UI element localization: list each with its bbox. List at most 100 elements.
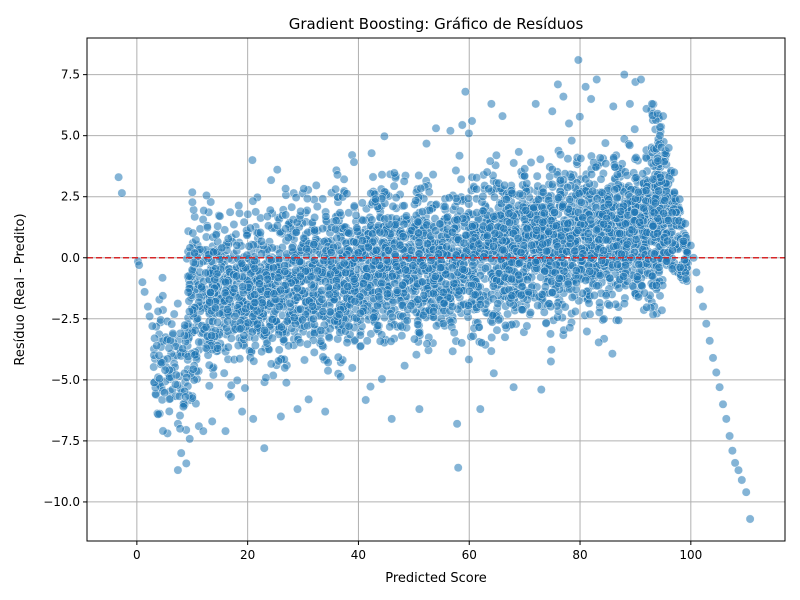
data-point <box>675 263 685 272</box>
data-point <box>309 314 318 324</box>
data-point <box>539 208 549 218</box>
data-point <box>211 230 221 240</box>
data-point <box>391 193 401 203</box>
y-tick-label: 7.5 <box>61 68 80 82</box>
data-point <box>399 219 409 229</box>
data-point <box>622 239 632 249</box>
data-point <box>414 404 424 414</box>
chart-title: Gradient Boosting: Gráfico de Resíduos <box>289 15 584 33</box>
data-point <box>526 158 536 167</box>
data-point <box>247 155 257 165</box>
data-point <box>556 231 566 241</box>
data-point <box>507 274 517 284</box>
data-point <box>635 217 645 227</box>
data-point <box>272 221 282 230</box>
data-point <box>599 219 609 229</box>
data-point <box>398 232 408 241</box>
data-point <box>586 215 596 225</box>
data-point <box>434 249 443 259</box>
data-point <box>464 355 474 364</box>
data-point <box>636 75 646 84</box>
data-point <box>428 170 438 180</box>
data-point <box>232 375 242 385</box>
data-point <box>610 185 620 195</box>
data-point <box>380 214 390 224</box>
data-point <box>447 227 457 237</box>
data-point <box>252 319 262 329</box>
data-point <box>658 111 668 121</box>
data-point <box>547 288 557 297</box>
data-point <box>459 238 469 248</box>
data-point <box>587 169 596 179</box>
data-point <box>255 279 264 289</box>
data-point <box>619 70 629 80</box>
data-point <box>377 170 387 180</box>
data-point <box>638 169 648 179</box>
data-point <box>291 227 301 237</box>
data-point <box>563 154 573 164</box>
data-point <box>428 306 438 316</box>
data-point <box>657 305 667 315</box>
data-point <box>280 363 290 373</box>
y-tick-label: −2.5 <box>51 312 80 326</box>
y-tick-label: −7.5 <box>51 434 80 448</box>
data-point <box>438 288 448 297</box>
data-point <box>648 221 658 231</box>
data-point <box>408 261 418 271</box>
data-point <box>522 275 532 285</box>
data-point <box>223 234 233 244</box>
data-point <box>554 193 563 203</box>
data-point <box>451 166 461 175</box>
data-point <box>213 343 222 353</box>
data-point <box>226 333 236 343</box>
data-point <box>455 151 464 161</box>
data-point <box>460 87 470 97</box>
data-point <box>388 201 398 211</box>
data-point <box>169 309 179 319</box>
data-point <box>353 248 363 258</box>
data-point <box>326 248 336 257</box>
data-point <box>413 217 423 227</box>
data-point <box>243 318 253 328</box>
data-point <box>734 465 743 475</box>
data-point <box>292 283 302 293</box>
data-point <box>173 465 183 475</box>
data-point <box>355 330 365 340</box>
data-point <box>573 55 583 65</box>
data-point <box>334 310 344 320</box>
data-point <box>379 131 389 141</box>
data-point <box>633 187 643 197</box>
data-point <box>601 235 611 245</box>
data-point <box>445 126 455 136</box>
data-point <box>634 292 643 302</box>
data-point <box>625 99 635 109</box>
data-point <box>522 321 532 331</box>
data-point <box>324 333 334 343</box>
data-point <box>296 206 306 216</box>
data-point <box>187 197 197 207</box>
data-point <box>267 315 277 324</box>
data-point <box>387 271 397 281</box>
data-point <box>585 309 595 319</box>
data-point <box>619 271 629 281</box>
data-point <box>293 404 302 414</box>
data-point <box>339 258 349 268</box>
data-point <box>629 207 639 217</box>
data-point <box>225 207 235 217</box>
data-point <box>504 209 514 218</box>
data-point <box>388 312 397 322</box>
data-point <box>648 271 657 281</box>
data-point <box>255 228 265 237</box>
data-point <box>373 321 383 331</box>
data-point <box>634 259 644 269</box>
data-point <box>140 287 150 297</box>
data-point <box>281 210 291 220</box>
data-point <box>565 233 575 243</box>
data-point <box>686 241 696 250</box>
data-point <box>413 320 423 329</box>
data-point <box>414 249 424 259</box>
data-point <box>206 197 216 207</box>
data-point <box>442 213 452 223</box>
data-point <box>667 208 677 218</box>
data-point <box>630 124 640 134</box>
